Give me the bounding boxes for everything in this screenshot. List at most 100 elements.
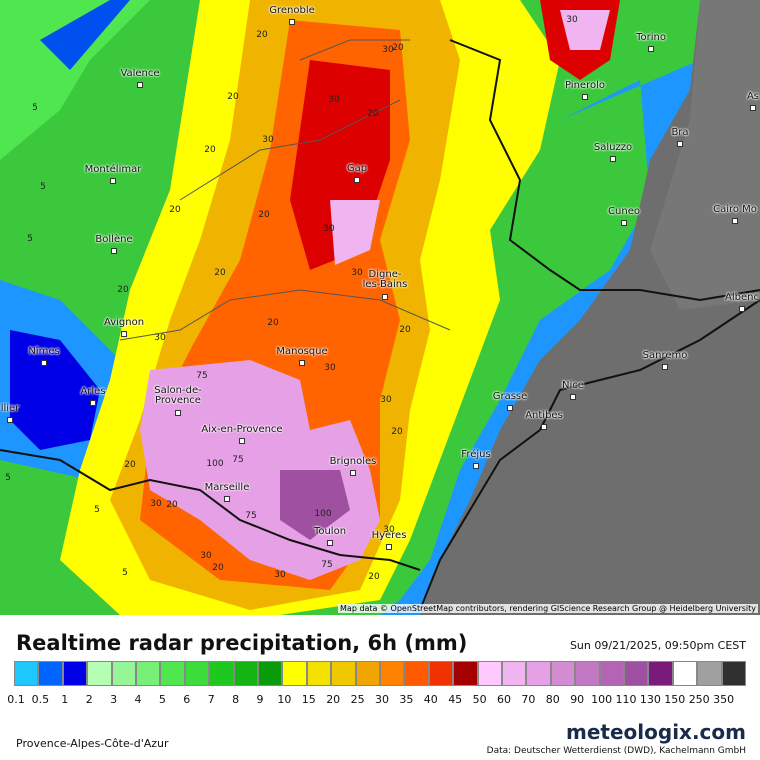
legend-swatch	[404, 661, 429, 686]
legend-label: 5	[158, 693, 166, 706]
legend-swatch	[526, 661, 551, 686]
contour-label: 100	[314, 509, 332, 519]
city-marker	[354, 177, 360, 183]
city-marker	[662, 364, 668, 370]
city-label: Valence	[120, 68, 160, 79]
city-marker	[386, 544, 392, 550]
legend-label: 70	[521, 693, 536, 706]
city-label: Fréjus	[461, 449, 491, 460]
legend-swatch	[14, 661, 39, 686]
contour-label: 5	[40, 182, 46, 192]
city-label: Aix-en-Provence	[201, 424, 283, 435]
legend-label: 25	[350, 693, 365, 706]
legend-label: 60	[497, 693, 511, 706]
contour-label: 30	[200, 551, 212, 561]
city-marker	[327, 540, 333, 546]
contour-label: 30	[323, 224, 335, 234]
contour-label: 20	[392, 43, 404, 53]
legend-swatch	[233, 661, 258, 686]
contour-label: 5	[5, 473, 11, 483]
contour-label: 20	[391, 427, 403, 437]
contour-label: 20	[124, 460, 136, 470]
contour-label: 30	[383, 525, 395, 535]
city-label: As	[746, 91, 760, 102]
legend-label: 30	[375, 693, 389, 706]
city-label: Toulon	[313, 526, 347, 537]
legend-label: 2	[85, 693, 93, 706]
legend-label: 1	[61, 693, 69, 706]
contour-label: 30	[324, 363, 336, 373]
legend-label: 8	[232, 693, 240, 706]
legend-label: 50	[472, 693, 487, 706]
city-marker	[677, 141, 683, 147]
city-label: Cuneo	[608, 206, 640, 217]
city-label: Nîmes	[28, 346, 60, 357]
contour-label: 30	[328, 95, 340, 105]
contour-label: 20	[368, 572, 380, 582]
legend-label: 350	[713, 693, 735, 706]
legend-label: 10	[277, 693, 292, 706]
city-label: Hyères	[371, 530, 407, 541]
legend-swatch	[62, 661, 88, 686]
radar-map	[0, 0, 760, 615]
contour-label: 100	[206, 459, 224, 469]
legend-swatch	[672, 661, 698, 686]
legend-label: 90	[570, 693, 585, 706]
legend-label: 3	[110, 693, 118, 706]
city-marker	[621, 220, 627, 226]
contour-label: 20	[256, 30, 268, 40]
city-label: Avignon	[103, 317, 145, 328]
city-marker	[110, 178, 116, 184]
city-marker	[570, 394, 576, 400]
contour-label: 30	[274, 570, 286, 580]
city-marker	[299, 360, 305, 366]
contour-label: 30	[382, 45, 394, 55]
legend-label: 40	[423, 693, 438, 706]
legend-label: 150	[664, 693, 686, 706]
legend-swatch	[111, 661, 136, 686]
city-label: Salon-de-Provence	[154, 385, 202, 406]
legend-label: 45	[448, 693, 463, 706]
city-marker	[610, 156, 616, 162]
legend-swatch	[697, 661, 722, 686]
contour-label: 75	[196, 371, 208, 381]
city-marker	[507, 405, 513, 411]
legend-swatch	[282, 661, 307, 686]
contour-label: 20	[214, 268, 226, 278]
city-label: Grasse	[492, 391, 528, 402]
city-marker	[473, 463, 479, 469]
data-source: Data: Deutscher Wetterdienst (DWD), Kach…	[486, 746, 746, 756]
contour-label: 20	[258, 210, 270, 220]
contour-label: 20	[204, 145, 216, 155]
contour-label: 20	[367, 109, 379, 119]
city-label: Bollène	[95, 234, 133, 245]
legend-swatch	[184, 661, 210, 686]
city-label: Grenoble	[269, 5, 315, 16]
legend-label: 7	[207, 693, 215, 706]
city-marker	[90, 400, 96, 406]
legend-swatch	[87, 661, 112, 686]
contour-label: 20	[267, 318, 279, 328]
timestamp: Sun 09/21/2025, 09:50pm CEST	[569, 639, 746, 652]
contour-label: 5	[94, 505, 100, 515]
legend-swatch	[721, 661, 746, 686]
contour-label: 75	[321, 560, 333, 570]
legend-label: 80	[545, 693, 560, 706]
city-label: Montélimar	[84, 164, 142, 175]
legend-swatch	[331, 661, 356, 686]
legend-swatch	[380, 661, 405, 686]
contour-label: 30	[150, 499, 162, 509]
city-marker	[732, 218, 738, 224]
city-label: Bra	[671, 127, 689, 138]
city-marker	[239, 438, 245, 444]
legend-swatch	[599, 661, 624, 686]
contour-label: 30	[351, 268, 363, 278]
legend-label: 110	[615, 693, 637, 706]
legend-label: 15	[301, 693, 316, 706]
contour-label: 5	[27, 234, 33, 244]
city-label: llier	[0, 403, 20, 414]
city-marker	[137, 82, 143, 88]
legend-swatch	[575, 661, 600, 686]
city-marker	[111, 248, 117, 254]
